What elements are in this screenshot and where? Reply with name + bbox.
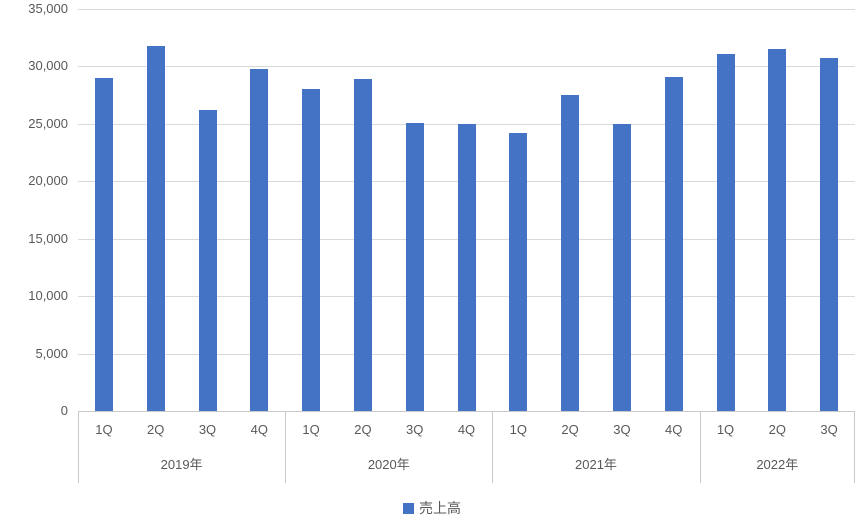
x-axis-quarter-label: 4Q <box>457 422 476 437</box>
y-axis-tick-label: 10,000 <box>28 288 68 304</box>
y-axis-tick-label: 20,000 <box>28 173 68 189</box>
bar-1Q-8[interactable] <box>509 133 528 411</box>
x-axis-quarter-label: 3Q <box>820 422 838 437</box>
x-axis-group-divider <box>699 412 701 483</box>
plot-area <box>78 9 855 412</box>
x-axis-quarter-label: 2Q <box>354 422 372 437</box>
bar-2Q-13[interactable] <box>768 49 787 411</box>
x-axis-quarter-label: 4Q <box>665 422 683 437</box>
bar-3Q-2[interactable] <box>198 110 217 411</box>
bar-4Q-3[interactable] <box>250 68 269 411</box>
x-axis: 1Q 2Q 3Q 4Q 1Q 2Q 3Q 4Q 1Q 2Q 3Q 4Q 1Q 2Q 3Q 2019年 2020年… <box>78 412 855 483</box>
y-axis-tick-label: 15,000 <box>28 230 68 246</box>
bar-1Q-12[interactable] <box>716 53 735 411</box>
bar-4Q-11[interactable] <box>664 76 683 411</box>
y-axis-tick-label: 35,000 <box>28 1 68 16</box>
x-axis-year-label: 2019年 <box>160 457 203 472</box>
bar-1Q-0[interactable] <box>94 77 113 411</box>
x-axis-quarter-label: 3Q <box>406 422 424 437</box>
gridline <box>78 66 855 68</box>
bar-2Q-5[interactable] <box>353 79 372 411</box>
x-axis-group-divider <box>492 412 494 483</box>
x-axis-year-label: 2021年 <box>575 457 617 472</box>
x-axis-quarter-label: 3Q <box>613 422 631 437</box>
bar-2Q-1[interactable] <box>146 45 165 411</box>
x-axis-group-divider <box>285 412 287 483</box>
x-axis-quarter-label: 1Q <box>509 422 527 437</box>
x-axis-quarter-label: 3Q <box>198 422 217 437</box>
x-axis-group-divider <box>854 412 855 483</box>
y-axis-tick-label: 5,000 <box>35 345 68 361</box>
x-axis-quarter-label: 4Q <box>250 422 268 437</box>
bar-3Q-10[interactable] <box>612 123 631 411</box>
x-axis-year-label: 2022年 <box>756 457 799 472</box>
y-axis: 0 5,000 10,000 15,000 20,000 25,000 30,000 35,0… <box>0 0 68 430</box>
bar-2Q-9[interactable] <box>561 95 580 411</box>
y-axis-tick-label: 30,000 <box>28 58 68 74</box>
legend: 売上高 <box>0 498 864 518</box>
bar-3Q-14[interactable] <box>820 58 839 411</box>
bar-3Q-6[interactable] <box>405 122 424 411</box>
x-axis-quarter-label: 1Q <box>95 422 113 437</box>
x-axis-quarter-label: 1Q <box>716 422 735 437</box>
legend-marker-icon[interactable] <box>403 502 414 514</box>
legend-label[interactable]: 売上高 <box>419 500 461 516</box>
bar-4Q-7[interactable] <box>457 123 476 411</box>
gridline <box>78 9 855 10</box>
x-axis-group-divider <box>78 412 79 483</box>
x-axis-quarter-label: 2Q <box>561 422 579 437</box>
y-axis-tick-label: 25,000 <box>28 115 68 131</box>
bar-1Q-4[interactable] <box>302 89 321 411</box>
x-axis-quarter-label: 2Q <box>768 422 786 437</box>
y-axis-tick-label: 0 <box>60 403 68 418</box>
x-axis-year-label: 2020年 <box>367 457 410 472</box>
x-axis-quarter-label: 2Q <box>147 422 165 437</box>
x-axis-quarter-label: 1Q <box>302 422 320 437</box>
